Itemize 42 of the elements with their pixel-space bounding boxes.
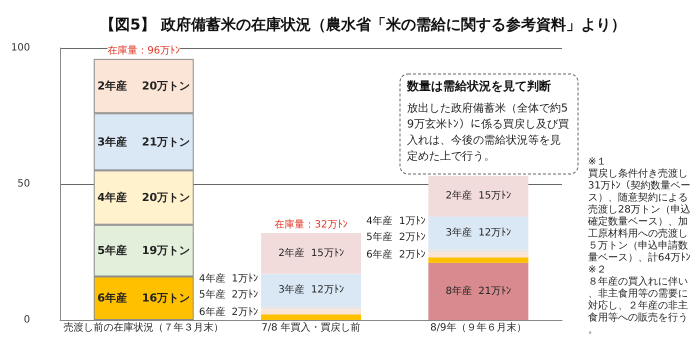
- x-tick-label: 8/9年（９年６月末）: [430, 322, 526, 334]
- text: 4年産 20万トン: [97, 191, 190, 204]
- text: 4年産 1万ﾄﾝ: [366, 216, 426, 228]
- text: 5年産 19万トン: [97, 244, 190, 258]
- text: ※２: [588, 264, 606, 276]
- bar: [428, 262, 528, 320]
- annotation: 放出した政府備蓄米（全体で約59万玄米ﾄﾝ）に係る買戻し及び買入れは、今後の需給状況等を見定めた上で行う。: [407, 102, 569, 162]
- text: 5年産 2万ﾄﾝ: [198, 289, 258, 300]
- bar: [261, 274, 362, 306]
- bar: [261, 309, 362, 315]
- text: 2年産 20万トン: [97, 80, 190, 93]
- y-tick-label: 50: [17, 178, 30, 190]
- text: 6年産 2万ﾄﾝ: [198, 306, 258, 318]
- text: 6年産 16万トン: [97, 292, 190, 305]
- text: 4年産 1万ﾄﾝ: [198, 273, 258, 284]
- text: ※１: [588, 156, 606, 168]
- x-tick-label: 売渡し前の在庫状況（７年３月末）: [64, 322, 224, 334]
- bar: [428, 216, 528, 250]
- total-label: 在庫量：96万ﾄﾝ: [107, 44, 180, 56]
- bar: [428, 257, 528, 263]
- text: 3年産 12万ﾄﾝ: [278, 284, 344, 296]
- text: 5年産 2万ﾄﾝ: [366, 232, 426, 244]
- y-tick-label: 0: [24, 314, 30, 326]
- text: 6年産 2万ﾄﾝ: [366, 250, 426, 261]
- text: ８年産の買入れに伴い、非主食用等の需要に対応し、２年産の非主食用等への販売を行う。: [588, 276, 688, 336]
- text: 3年産 12万ﾄﾝ: [446, 227, 512, 238]
- y-tick-label: 100: [10, 42, 30, 54]
- annotation: 数量は需給状況を見て判断: [406, 79, 551, 93]
- text: 3年産 21万トン: [97, 135, 190, 148]
- text: 買戻し条件付き売渡し31万ﾄﾝ（契約数量ベース）、随意契約による売渡し28万トン（申込確定数量ベース）、加工原材料用への売渡し５万トン（申込申請数量ベース）、計64万ﾄﾝ: [587, 168, 691, 264]
- bar: [261, 314, 362, 320]
- text: 2年産 15万ﾄﾝ: [446, 190, 512, 202]
- bar: [428, 252, 528, 258]
- x-tick-label: 7/8 年買入・買戻し前: [261, 322, 361, 334]
- total-label: 在庫量：32万ﾄﾝ: [274, 218, 348, 230]
- bar: [428, 176, 528, 217]
- text: 8年産 21万ﾄﾝ: [446, 286, 512, 297]
- chart-title: 【図5】 政府備蓄米の在庫状況（農水省「米の需給に関する参考資料」より）: [100, 16, 626, 34]
- text: 2年産 15万ﾄﾝ: [278, 248, 344, 259]
- bar: [428, 249, 528, 252]
- bar: [261, 232, 362, 274]
- bar: [261, 306, 362, 310]
